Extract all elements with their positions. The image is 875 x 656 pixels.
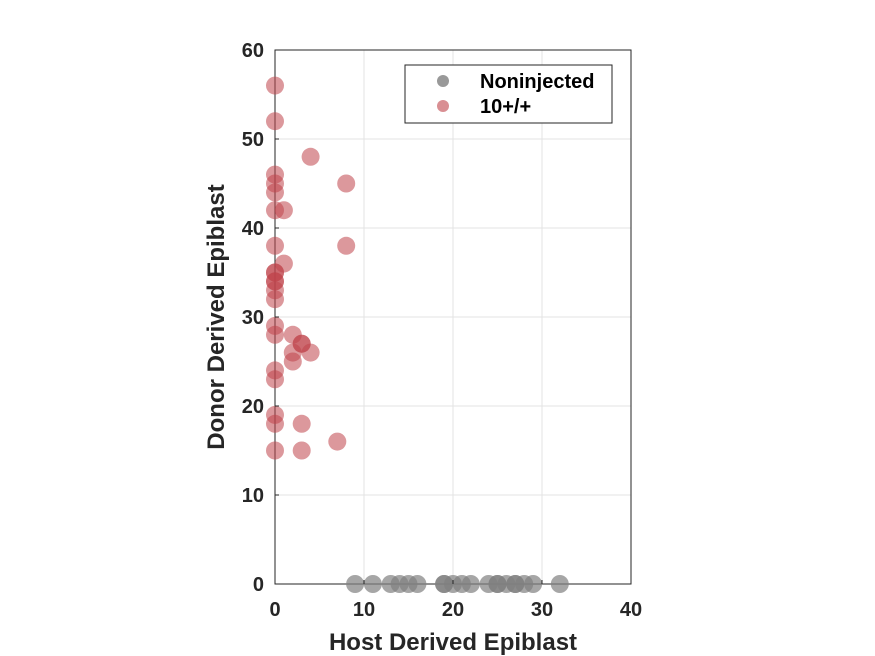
data-point: [274, 254, 293, 273]
data-point: [292, 441, 311, 460]
data-points: [266, 76, 569, 593]
series-0: [346, 575, 569, 593]
x-tick-label: 40: [620, 599, 642, 621]
data-point: [301, 147, 320, 166]
legend-marker-noninjected: [437, 75, 449, 87]
data-point: [337, 174, 356, 193]
data-point: [266, 325, 284, 344]
data-point: [266, 76, 284, 95]
data-point: [301, 343, 320, 362]
y-tick-label: 40: [242, 218, 264, 240]
x-tick-label: 30: [531, 599, 553, 621]
axis-ticks: [274, 49, 632, 585]
legend-label-10-plus-plus: 10+/+: [480, 96, 531, 118]
data-point: [363, 575, 382, 593]
series-1: [266, 76, 356, 460]
data-point: [266, 441, 284, 460]
data-point: [408, 575, 427, 593]
x-tick-label: 10: [353, 599, 375, 621]
data-point: [461, 575, 480, 593]
data-point: [292, 414, 311, 433]
data-point: [328, 432, 347, 451]
y-tick-label: 50: [242, 129, 264, 151]
data-point: [283, 352, 302, 371]
y-tick-label: 30: [242, 307, 264, 329]
legend: Noninjected 10+/+: [404, 64, 613, 124]
legend-box: [404, 64, 613, 124]
data-point: [266, 290, 284, 309]
y-tick-label: 60: [242, 40, 264, 62]
y-tick-label: 20: [242, 396, 264, 418]
data-point: [337, 236, 356, 255]
data-point: [266, 112, 284, 131]
data-point: [266, 236, 284, 255]
legend-label-noninjected: Noninjected: [480, 71, 594, 93]
grid-lines: [275, 50, 631, 584]
data-point: [346, 575, 365, 593]
data-point: [266, 370, 284, 389]
y-axis-label: Donor Derived Epiblast: [203, 184, 230, 449]
x-axis-label: Host Derived Epiblast: [329, 629, 577, 656]
x-tick-label: 0: [269, 599, 280, 621]
legend-marker-10-plus-plus: [437, 100, 449, 112]
y-tick-label: 10: [242, 485, 264, 507]
data-point: [266, 183, 284, 202]
x-tick-label: 20: [442, 599, 464, 621]
data-point: [274, 201, 293, 220]
y-tick-label: 0: [253, 574, 264, 596]
tick-labels: 0 10 20 30 40 0 10 20 30 40 50 60: [242, 40, 642, 621]
data-point: [550, 575, 569, 593]
data-point: [524, 575, 543, 593]
data-point: [266, 414, 284, 433]
